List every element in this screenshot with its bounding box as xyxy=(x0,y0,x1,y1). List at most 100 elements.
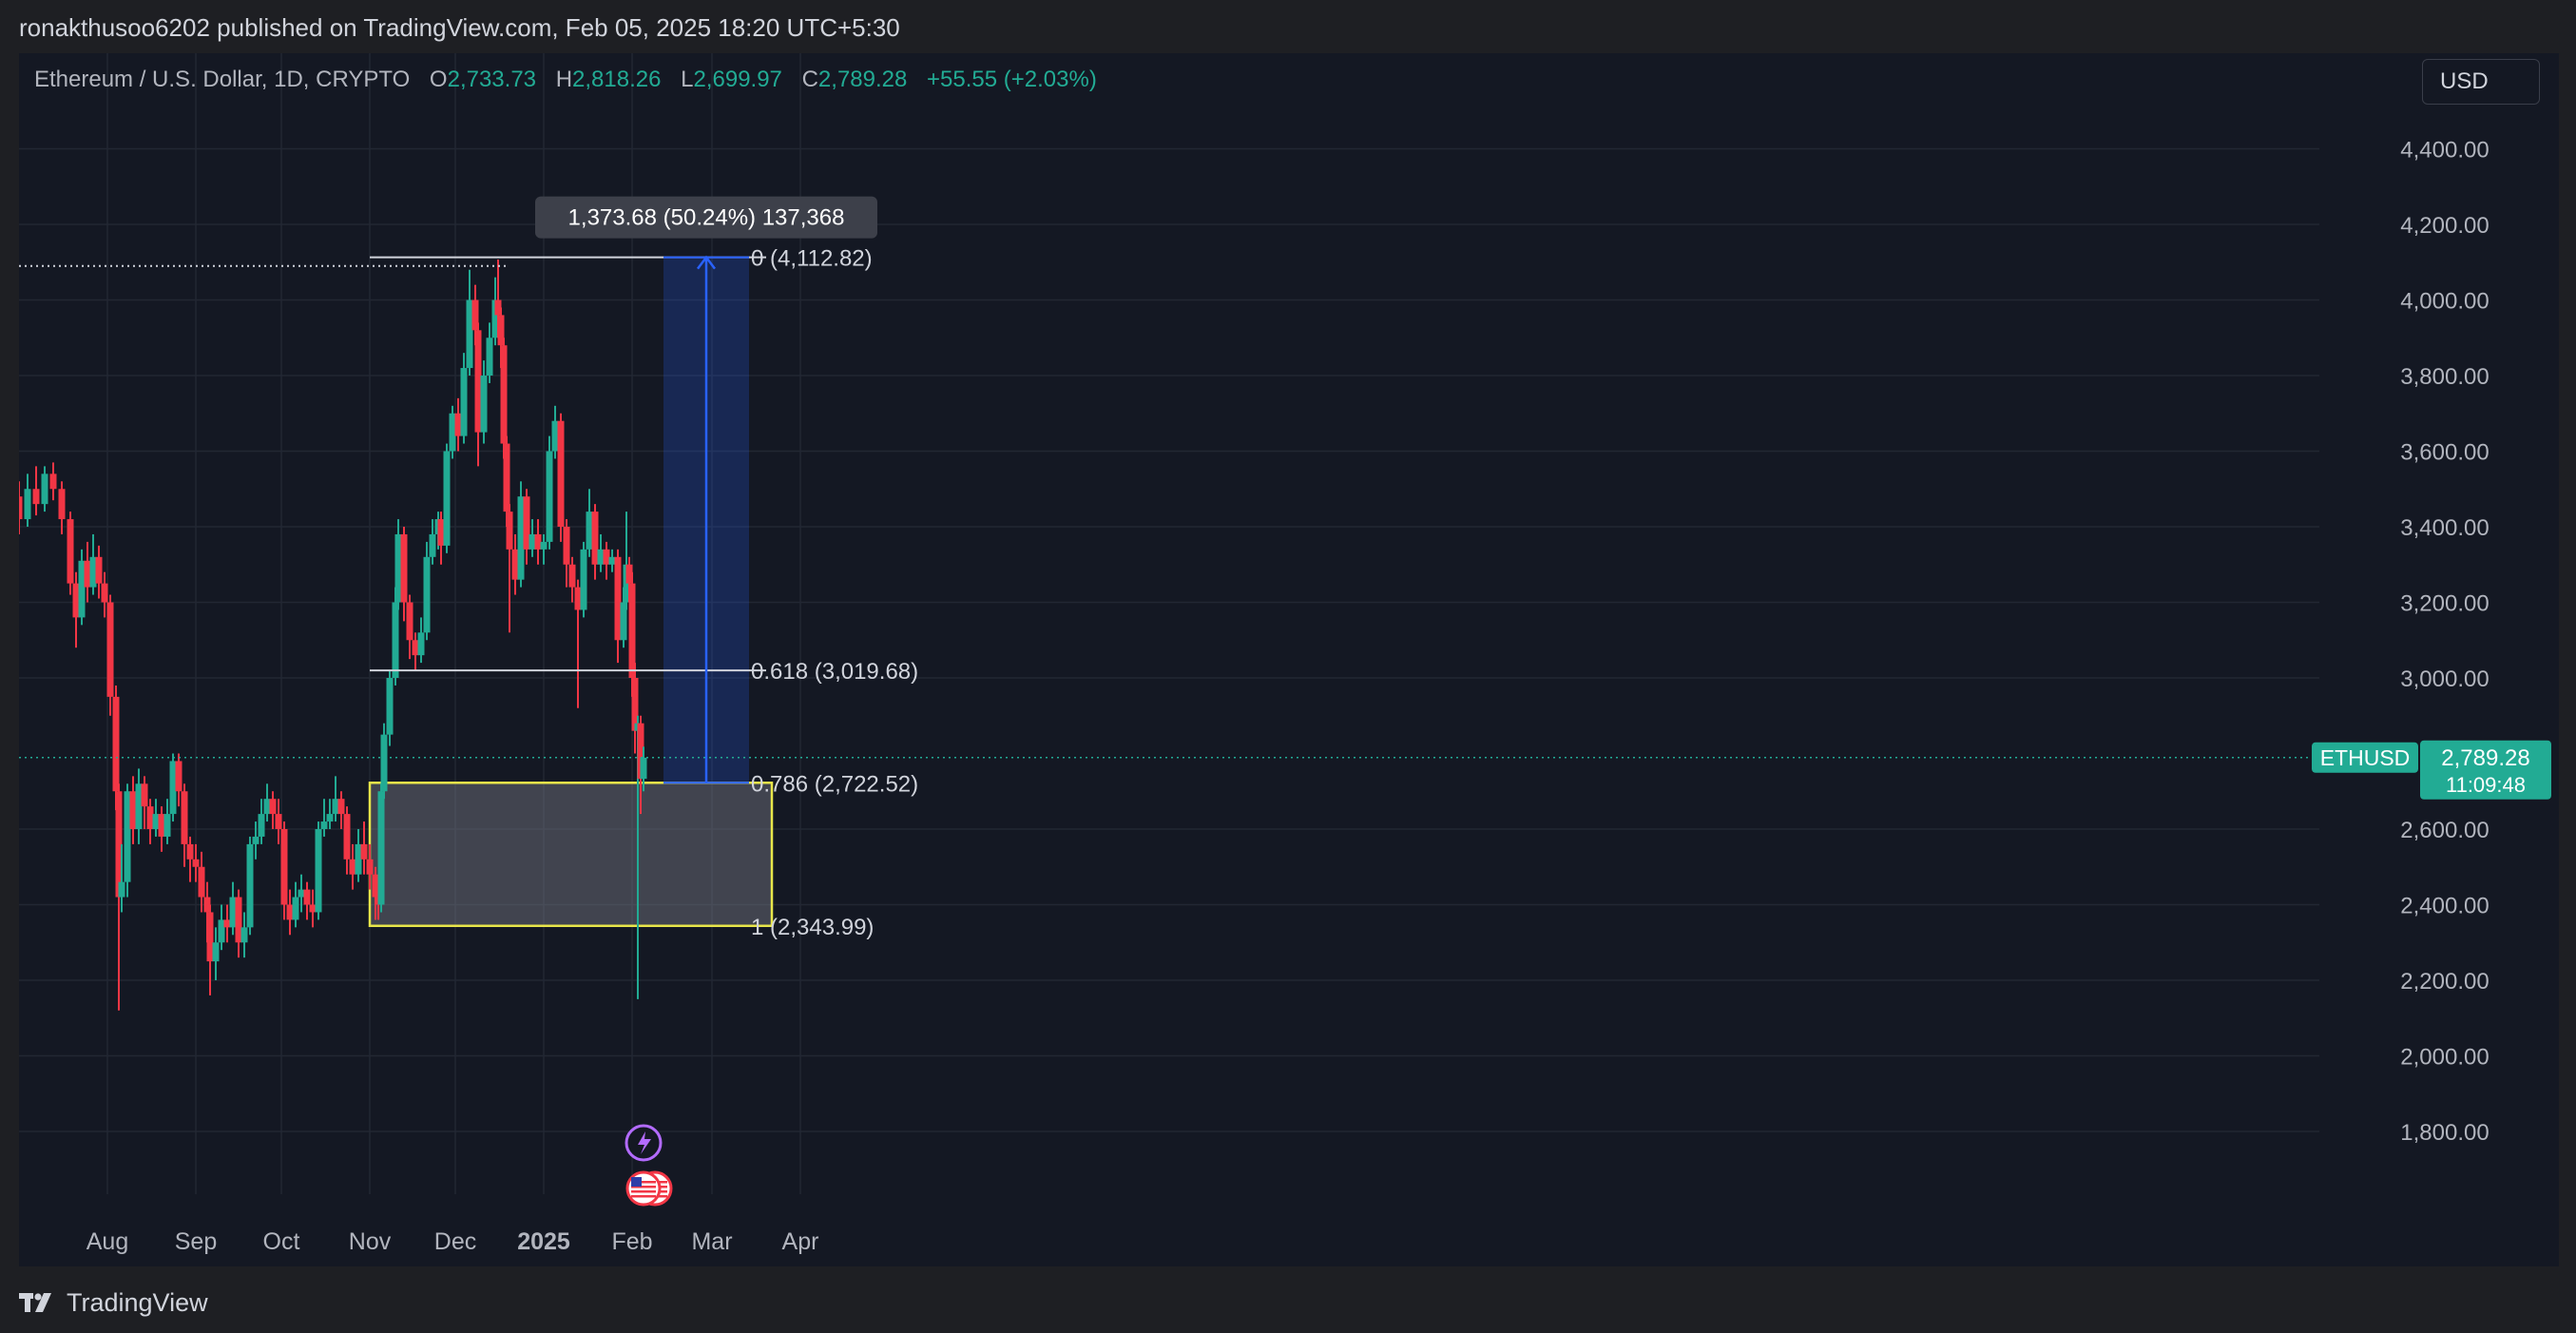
candle-body xyxy=(360,843,368,860)
candle xyxy=(223,904,231,943)
flag-stripe xyxy=(631,1186,656,1188)
candle xyxy=(412,632,419,671)
candle-body xyxy=(49,473,57,490)
us-flag-event-icon xyxy=(625,1170,673,1207)
change-value: +55.55 (+2.03%) xyxy=(927,67,1097,92)
candle xyxy=(337,791,345,829)
candle-body xyxy=(506,512,513,550)
candle xyxy=(349,843,356,890)
candle xyxy=(320,799,328,837)
candle xyxy=(557,413,565,542)
candle xyxy=(32,466,40,516)
price-tick-label: 3,600.00 xyxy=(2400,440,2489,466)
candle xyxy=(449,405,456,459)
price-tick-label: 4,000.00 xyxy=(2400,289,2489,315)
candle-body xyxy=(557,420,565,527)
candle xyxy=(112,685,120,811)
candle-body xyxy=(89,556,97,588)
price-chart[interactable]: 0 (4,112.82) 0.618 (3,019.68) 0.786 (2,722… xyxy=(19,53,2559,1266)
candle-body xyxy=(286,904,294,920)
low-label: L xyxy=(681,67,694,92)
candle-body xyxy=(223,919,231,928)
fib-label: 0.618 (3,019.68) xyxy=(751,659,918,685)
candle-body xyxy=(129,791,137,829)
candle-body xyxy=(586,512,593,550)
candle-body xyxy=(240,927,248,943)
currency-button[interactable]: USD xyxy=(2422,59,2540,105)
candle-body xyxy=(106,602,114,697)
fib-label: 1 (2,343.99) xyxy=(751,915,874,940)
earnings-event-icon xyxy=(625,1124,663,1162)
candle-body xyxy=(124,791,131,882)
candle-body xyxy=(181,791,188,844)
candle-body xyxy=(326,814,334,822)
candle xyxy=(511,533,519,595)
candle xyxy=(275,799,282,844)
candle-body xyxy=(355,843,362,875)
candle xyxy=(146,799,154,844)
candle xyxy=(400,527,408,622)
candle xyxy=(460,353,468,444)
chart-area[interactable]: 0 (4,112.82) 0.618 (3,019.68) 0.786 (2,722… xyxy=(19,53,2559,1266)
date-tick-label: Aug xyxy=(87,1228,128,1255)
candle-body xyxy=(546,451,553,542)
candle-body xyxy=(292,897,299,920)
fib-label: 0.786 (2,722.52) xyxy=(751,771,918,797)
flag-stripe xyxy=(631,1181,656,1184)
candle-body xyxy=(394,533,402,603)
candle xyxy=(206,904,214,995)
candle xyxy=(628,571,636,697)
candle-body xyxy=(580,549,587,610)
candle xyxy=(529,519,536,557)
price-tick-label: 4,400.00 xyxy=(2400,138,2489,164)
candle-body xyxy=(423,556,431,633)
candle-body xyxy=(574,587,582,610)
candle-body xyxy=(32,489,40,505)
candle-body xyxy=(500,345,508,444)
price-tick-label: 2,400.00 xyxy=(2400,894,2489,919)
candle xyxy=(503,435,510,527)
candle xyxy=(406,594,413,660)
candle xyxy=(580,541,587,618)
candle xyxy=(355,829,362,882)
candle xyxy=(563,519,570,588)
candle-body xyxy=(591,512,599,565)
candle xyxy=(246,836,254,936)
candle xyxy=(631,663,639,754)
candle-body xyxy=(437,519,445,546)
candle xyxy=(366,843,374,890)
candle-body xyxy=(386,678,394,735)
candle-body xyxy=(523,496,530,550)
candle-body xyxy=(471,299,479,331)
candle-body xyxy=(529,533,536,550)
candle-body xyxy=(534,533,542,550)
candle xyxy=(540,533,548,565)
candle-body xyxy=(443,451,451,546)
candle-body xyxy=(503,443,510,512)
publisher-line: ronakthusoo6202 published on TradingView… xyxy=(19,13,900,42)
date-tick-label: Nov xyxy=(349,1228,392,1255)
candle-body xyxy=(540,541,548,550)
price-tick-label: 4,200.00 xyxy=(2400,213,2489,239)
candle-body xyxy=(474,330,482,433)
candle xyxy=(78,549,86,626)
candle xyxy=(263,783,271,822)
candle xyxy=(292,881,299,928)
candle-body xyxy=(608,556,616,565)
price-tick-label: 2,000.00 xyxy=(2400,1045,2489,1071)
candle-body xyxy=(258,814,265,837)
projection-label-bg xyxy=(535,196,877,239)
symbol-tag-bg xyxy=(2312,742,2418,773)
candle-body xyxy=(614,556,622,641)
candle-body xyxy=(486,338,493,376)
candle-body xyxy=(392,602,399,678)
candle xyxy=(240,912,248,958)
candle xyxy=(118,843,125,913)
footer-brand[interactable]: TradingView xyxy=(19,1284,208,1322)
candle xyxy=(640,746,647,792)
candle-body xyxy=(298,889,305,898)
candle xyxy=(235,889,242,958)
price-tick-label: 3,200.00 xyxy=(2400,591,2489,617)
candle xyxy=(303,881,311,920)
candle-body xyxy=(406,602,413,641)
